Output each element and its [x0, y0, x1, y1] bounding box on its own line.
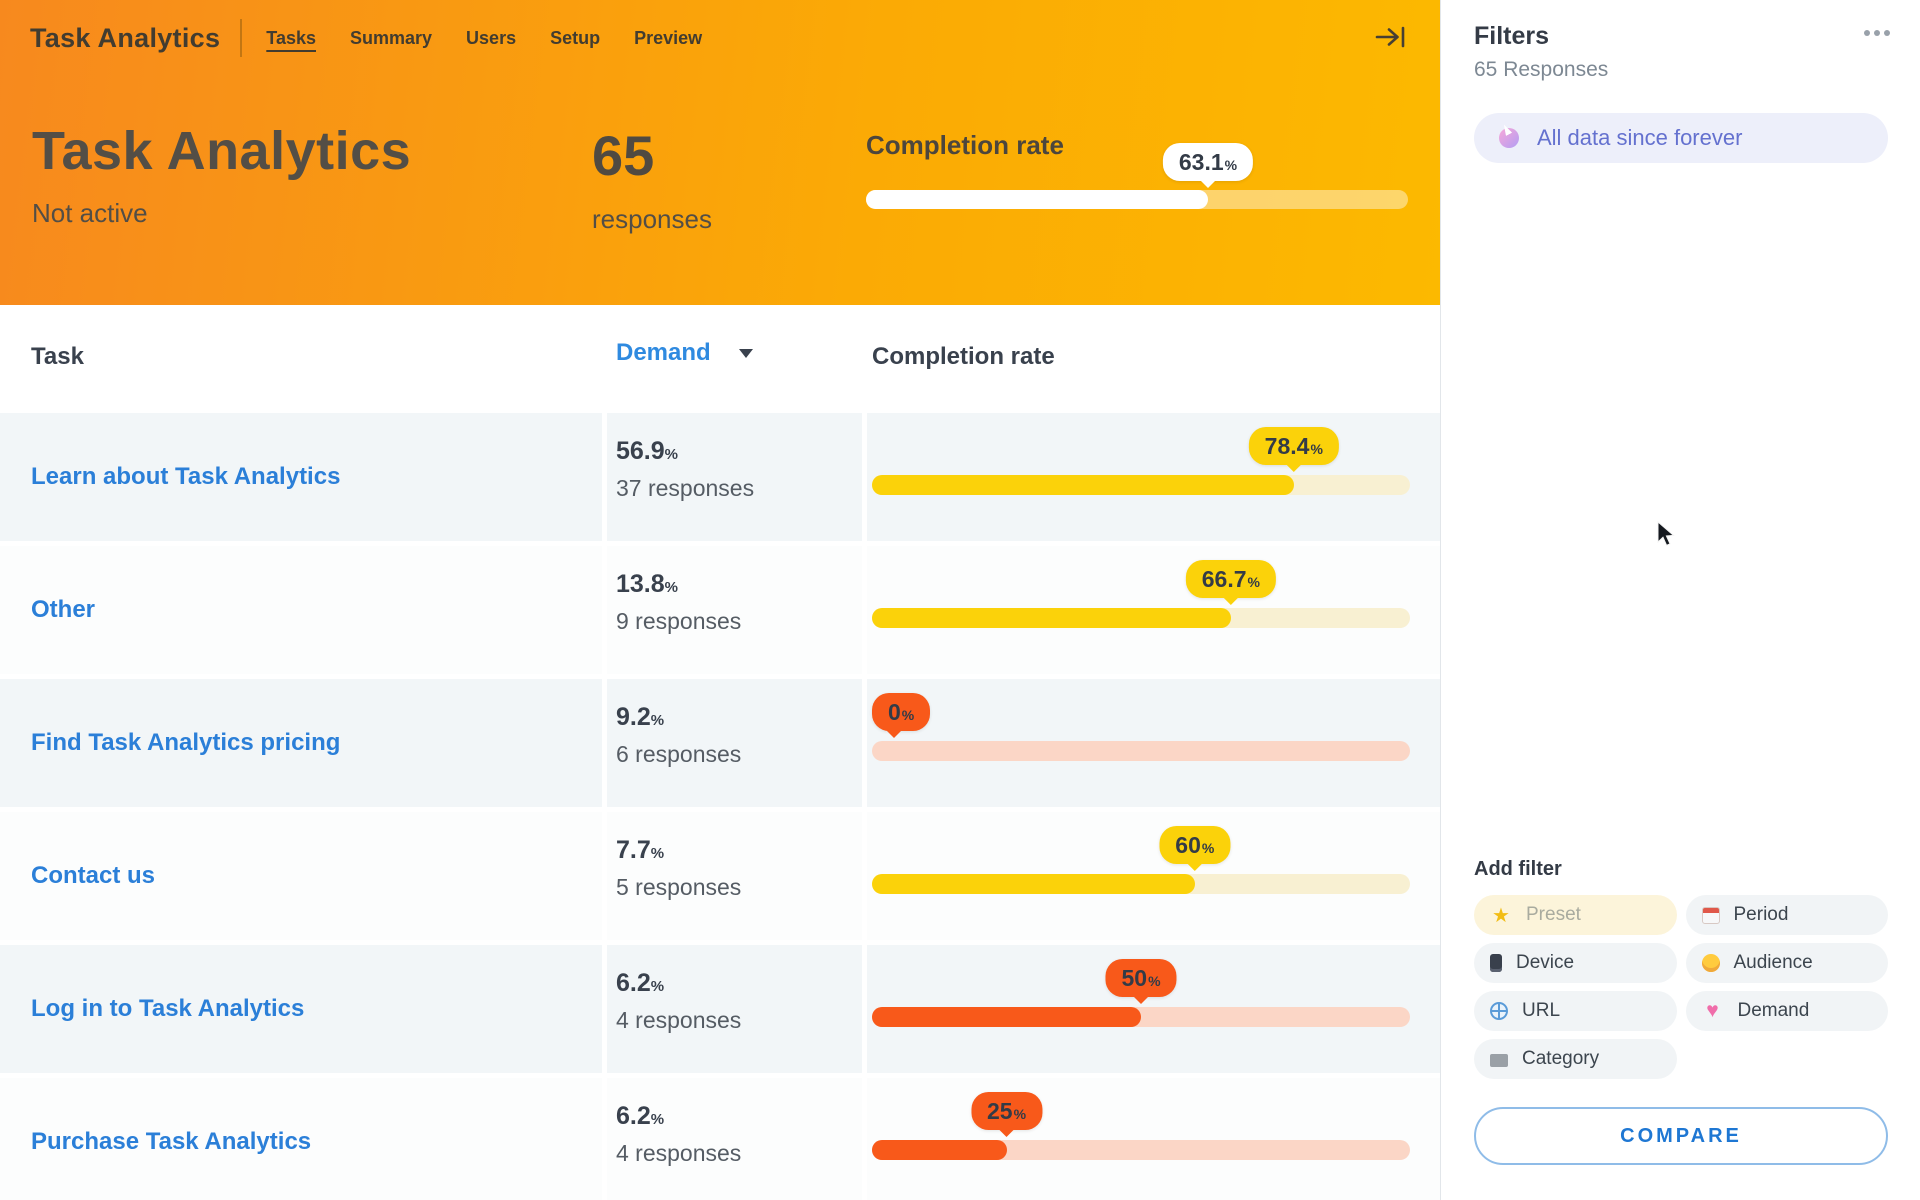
active-filter-label: All data since forever [1537, 125, 1743, 150]
top-navigation: Task Analytics Tasks Summary Users Setup Pre… [0, 0, 1440, 76]
completion-badge: 66.7% [1185, 560, 1276, 598]
nav-item-tasks[interactable]: Tasks [266, 27, 316, 48]
filter-grid: Preset Period Device Audience URL Demand… [1474, 895, 1888, 1079]
page-title: Task Analytics [32, 121, 412, 181]
responses-count-label: responses [592, 204, 712, 234]
hero-section: Task Analytics Tasks Summary Users Setup Pre… [0, 0, 1440, 305]
demand-percent: 13.8% [616, 570, 679, 598]
table-header: Task Demand Completion rate [0, 305, 1440, 408]
nav-item-users[interactable]: Users [466, 27, 517, 48]
chevron-down-icon [738, 349, 753, 365]
table-row: Log in to Task Analytics 6.2% 4 response… [0, 945, 1440, 1073]
responses-summary: 65 responses [592, 128, 712, 235]
completion-bar-fill [872, 874, 1195, 894]
compare-button[interactable]: COMPARE [1474, 1107, 1888, 1165]
add-filter-button-audience[interactable]: Audience [1685, 943, 1888, 983]
task-link[interactable]: Learn about Task Analytics [31, 463, 341, 490]
demand-percent: 6.2% [616, 1102, 665, 1130]
task-link[interactable]: Log in to Task Analytics [31, 995, 305, 1022]
demand-percent: 9.2% [616, 703, 665, 731]
hero-completion-badge: 63.1% [1162, 143, 1254, 181]
table-row: Other 13.8% 9 responses 66.7% [0, 546, 1440, 674]
task-link[interactable]: Other [31, 596, 96, 623]
responses-label: 4 responses [616, 1140, 742, 1166]
demand-percent: 7.7% [616, 836, 665, 864]
responses-label: 4 responses [616, 1007, 742, 1033]
globe-icon [1490, 1002, 1508, 1020]
responses-label: 5 responses [616, 874, 742, 900]
table-row: Find Task Analytics pricing 9.2% 6 respo… [0, 679, 1440, 807]
completion-bar-fill [872, 475, 1294, 495]
status-label: Not active [32, 198, 148, 228]
column-header-task: Task [31, 343, 84, 370]
hero-progress-track [866, 190, 1408, 209]
column-header-completion: Completion rate [872, 343, 1055, 370]
completion-bar-track [872, 608, 1410, 628]
completion-bar-track [872, 1007, 1410, 1027]
task-link[interactable]: Find Task Analytics pricing [31, 729, 341, 756]
sparkling-heart-icon [1702, 1000, 1724, 1022]
nav-item-setup[interactable]: Setup [550, 27, 601, 48]
responses-label: 6 responses [616, 741, 742, 767]
responses-count: 65 [592, 124, 655, 187]
nav-item-summary[interactable]: Summary [350, 27, 433, 48]
task-table-body: Learn about Task Analytics 56.9% 37 resp… [0, 413, 1440, 1200]
responses-label: 9 responses [616, 608, 742, 634]
calendar-icon [1701, 906, 1720, 924]
unicorn-icon [1499, 128, 1519, 148]
filters-sidebar: Filters 65 Responses All data since fore… [1440, 0, 1920, 1200]
collapse-sidebar-button[interactable] [1370, 21, 1410, 56]
completion-rate-label: Completion rate [866, 130, 1064, 160]
sort-by-demand-button[interactable]: Demand [616, 339, 753, 367]
sidebar-title: Filters [1474, 22, 1550, 50]
hero-progress-fill [866, 190, 1208, 209]
task-link[interactable]: Purchase Task Analytics [31, 1128, 312, 1155]
hero-title-block: Task Analytics Not active [32, 120, 411, 229]
add-filter-button-category[interactable]: Category [1474, 1039, 1677, 1079]
add-filter-button-preset[interactable]: Preset [1474, 895, 1677, 935]
glowing-star-icon [1490, 904, 1512, 926]
demand-percent: 56.9% [616, 437, 679, 465]
completion-badge: 60% [1159, 826, 1231, 864]
task-link[interactable]: Contact us [31, 862, 156, 889]
table-row: Learn about Task Analytics 56.9% 37 resp… [0, 413, 1440, 541]
completion-badge: 0% [872, 693, 931, 731]
completion-badge: 25% [970, 1092, 1043, 1130]
column-header-demand: Demand [616, 339, 711, 366]
responses-label: 37 responses [616, 475, 755, 501]
demand-percent: 6.2% [616, 969, 665, 997]
add-filter-button-period[interactable]: Period [1685, 895, 1888, 935]
completion-bar-track [872, 475, 1410, 495]
completion-badge: 78.4% [1248, 427, 1339, 465]
brand-logo[interactable]: Task Analytics [30, 22, 221, 53]
add-filter-button-demand[interactable]: Demand [1685, 991, 1888, 1031]
completion-bar-track [872, 874, 1410, 894]
completion-badge: 50% [1105, 959, 1177, 997]
add-filter-title: Add filter [1474, 858, 1562, 880]
completion-bar-fill [872, 608, 1231, 628]
active-filter-pill[interactable]: All data since forever [1474, 113, 1888, 163]
mobile-phone-icon [1490, 954, 1502, 972]
add-filter-button-device[interactable]: Device [1474, 943, 1677, 983]
sidebar-responses-count: 65 Responses [1474, 58, 1609, 81]
main-nav: Tasks Summary Users Setup Preview [266, 28, 702, 49]
nav-divider [240, 19, 243, 57]
main-panel: Task Analytics Tasks Summary Users Setup Pre… [0, 0, 1440, 1200]
sidebar-menu-button[interactable] [1864, 30, 1890, 36]
add-filter-button-url[interactable]: URL [1474, 991, 1677, 1031]
completion-bar-fill [872, 1140, 1007, 1160]
person-icon [1701, 954, 1720, 972]
completion-bar-track [872, 741, 1410, 761]
completion-bar-fill [872, 1007, 1141, 1027]
table-row: Contact us 7.7% 5 responses 60% [0, 812, 1440, 940]
hero-completion: 63.1% [866, 128, 1408, 220]
arrow-to-bar-icon [1374, 26, 1406, 52]
ellipsis-icon [1864, 30, 1870, 36]
add-filter-section: Add filter Preset Period Device Audience… [1474, 858, 1888, 1079]
table-row: Purchase Task Analytics 6.2% 4 responses… [0, 1078, 1440, 1200]
nav-item-preview[interactable]: Preview [634, 27, 703, 48]
completion-bar-track [872, 1140, 1410, 1160]
folder-icon [1490, 1054, 1508, 1067]
